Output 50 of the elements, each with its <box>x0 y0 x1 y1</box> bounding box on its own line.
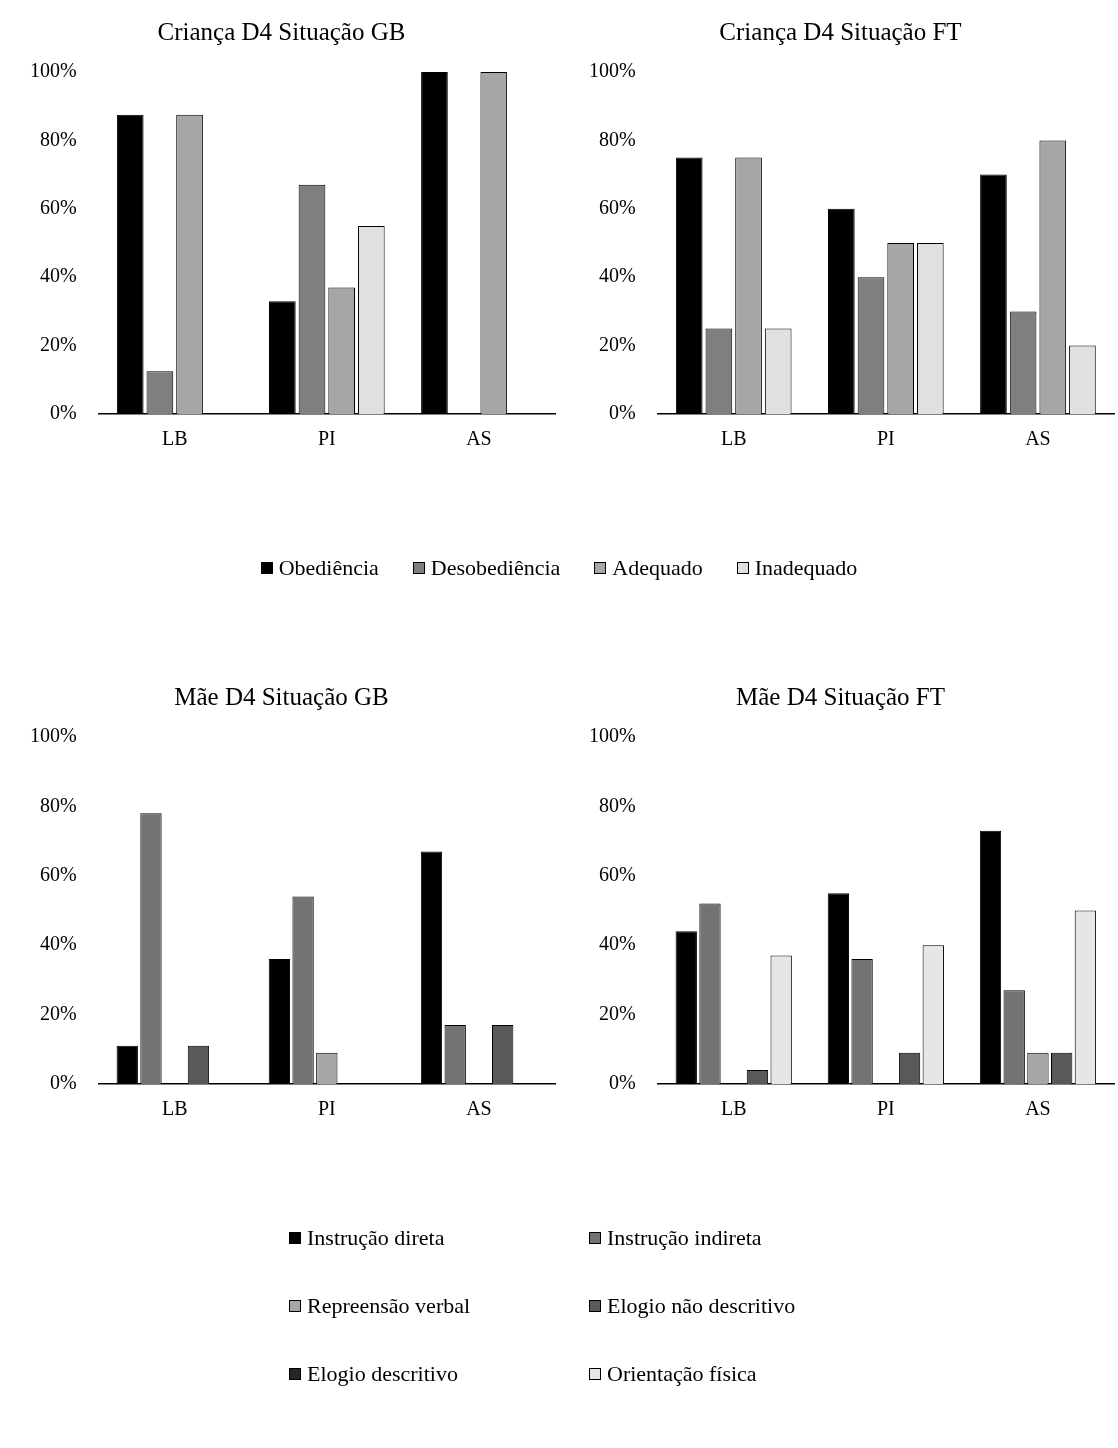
legend-label: Elogio descritivo <box>307 1361 458 1387</box>
legend-label: Instrução indireta <box>607 1225 762 1251</box>
y-tick-label: 0% <box>608 401 636 424</box>
x-tick-label: AS <box>1025 1097 1051 1120</box>
y-tick-label: 40% <box>39 264 77 287</box>
y-tick-label: 60% <box>39 196 77 219</box>
y-tick-label: 100% <box>29 59 77 82</box>
y-tick-label: 60% <box>39 863 77 886</box>
y-tick-label: 20% <box>39 1001 77 1024</box>
legend-label: Instrução direta <box>307 1225 445 1251</box>
y-tick-label: 20% <box>39 332 77 355</box>
y-tick-label: 80% <box>39 793 77 816</box>
x-tick-label: LB <box>161 1097 188 1120</box>
y-tick-label: 100% <box>29 724 77 747</box>
y-tick-label: 100% <box>588 59 636 82</box>
x-tick-label: PI <box>317 1097 336 1120</box>
legend-label: Desobediência <box>430 555 561 581</box>
x-tick-label: PI <box>317 427 336 450</box>
legend-label: Inadequado <box>754 555 858 581</box>
y-tick-label: 0% <box>608 1071 636 1094</box>
legend-label: Repreensão verbal <box>307 1293 471 1319</box>
x-tick-label: PI <box>876 427 895 450</box>
legend-label: Elogio não descritivo <box>607 1293 796 1319</box>
y-tick-label: 40% <box>598 264 636 287</box>
y-tick-label: 40% <box>598 932 636 955</box>
y-tick-label: 80% <box>598 127 636 150</box>
x-tick-label: PI <box>876 1097 895 1120</box>
chart-title: Criança D4 Situação FT <box>719 17 962 45</box>
y-tick-label: 20% <box>598 1001 636 1024</box>
chart-title: Mãe D4 Situação GB <box>174 682 389 710</box>
legend-label: Adequado <box>612 555 703 581</box>
x-tick-label: LB <box>161 427 188 450</box>
x-tick-label: AS <box>466 1097 492 1120</box>
y-tick-label: 100% <box>588 724 636 747</box>
legend-label: Obediência <box>278 555 379 581</box>
legend-label: Orientação física <box>607 1361 757 1387</box>
x-tick-label: LB <box>720 1097 747 1120</box>
y-tick-label: 60% <box>598 196 636 219</box>
y-tick-label: 80% <box>598 793 636 816</box>
x-tick-label: AS <box>466 427 492 450</box>
y-tick-label: 80% <box>39 127 77 150</box>
chart-title: Mãe D4 Situação FT <box>736 682 945 710</box>
x-tick-label: AS <box>1025 427 1051 450</box>
y-tick-label: 0% <box>49 401 77 424</box>
y-tick-label: 20% <box>598 332 636 355</box>
y-tick-label: 0% <box>49 1071 77 1094</box>
x-tick-label: LB <box>720 427 747 450</box>
y-tick-label: 40% <box>39 932 77 955</box>
chart-title: Criança D4 Situação GB <box>157 17 406 45</box>
y-tick-label: 60% <box>598 863 636 886</box>
